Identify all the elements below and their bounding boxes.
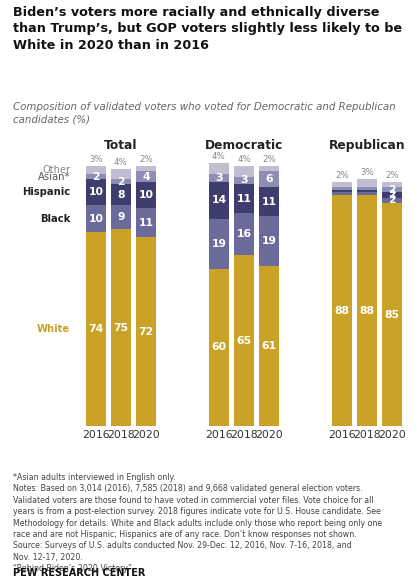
Bar [111, 184, 131, 205]
Text: 11: 11 [139, 218, 153, 227]
Bar [86, 166, 106, 174]
Text: 75: 75 [113, 322, 129, 333]
Text: 10: 10 [88, 213, 103, 224]
Text: Other: Other [42, 165, 70, 175]
Bar [382, 187, 402, 193]
Text: 10: 10 [139, 190, 153, 200]
Text: 74: 74 [88, 324, 103, 334]
Bar [382, 193, 402, 198]
Text: 85: 85 [385, 310, 399, 320]
Bar [332, 187, 352, 190]
Text: 11: 11 [262, 197, 276, 206]
Bar [357, 190, 377, 193]
Text: 4%: 4% [212, 153, 226, 161]
Bar [234, 166, 254, 176]
Bar [259, 187, 279, 216]
Bar [234, 213, 254, 255]
Bar [357, 195, 377, 426]
Text: 2%: 2% [139, 155, 153, 164]
Text: 65: 65 [236, 336, 252, 346]
Bar [357, 179, 377, 187]
Bar [86, 205, 106, 232]
Text: 2%: 2% [385, 171, 399, 180]
Text: 3%: 3% [360, 168, 374, 177]
Text: 4%: 4% [237, 155, 251, 164]
Text: 72: 72 [138, 327, 154, 336]
Bar [332, 195, 352, 426]
Text: Biden’s voters more racially and ethnically diverse
than Trump’s, but GOP voters: Biden’s voters more racially and ethnica… [13, 6, 402, 52]
Text: Total: Total [104, 139, 138, 151]
Bar [136, 166, 156, 171]
Bar [111, 169, 131, 179]
Bar [382, 182, 402, 187]
Text: 2: 2 [388, 190, 396, 200]
Bar [86, 232, 106, 426]
Bar [234, 255, 254, 426]
Text: 3%: 3% [89, 155, 103, 164]
Text: 16: 16 [236, 229, 252, 240]
Bar [357, 187, 377, 190]
Text: Democratic: Democratic [205, 139, 283, 151]
Bar [332, 182, 352, 187]
Bar [209, 174, 229, 182]
Bar [234, 184, 254, 213]
Text: 19: 19 [262, 236, 276, 246]
Bar [86, 179, 106, 205]
Text: 4: 4 [142, 172, 150, 182]
Text: 6: 6 [265, 174, 273, 184]
Bar [259, 216, 279, 266]
Text: Composition of validated voters who voted for Democratic and Republican
candidat: Composition of validated voters who vote… [13, 102, 395, 124]
Bar [234, 176, 254, 184]
Bar [209, 182, 229, 219]
Text: 2: 2 [388, 184, 396, 195]
Text: 10: 10 [88, 187, 103, 197]
Bar [357, 193, 377, 195]
Bar [209, 219, 229, 269]
Bar [332, 190, 352, 193]
Text: 2%: 2% [335, 171, 349, 180]
Bar [136, 237, 156, 426]
Bar [111, 205, 131, 229]
Text: 2%: 2% [262, 155, 276, 164]
Text: Asian*: Asian* [38, 172, 70, 182]
Text: 3: 3 [215, 173, 223, 183]
Bar [382, 203, 402, 426]
Text: 11: 11 [236, 194, 252, 204]
Bar [136, 208, 156, 237]
Bar [111, 229, 131, 426]
Text: 2: 2 [92, 172, 100, 182]
Text: 3: 3 [240, 176, 248, 186]
Text: 2: 2 [117, 177, 125, 187]
Bar [111, 179, 131, 184]
Text: Republican: Republican [329, 139, 405, 151]
Text: Hispanic: Hispanic [22, 187, 70, 197]
Bar [259, 266, 279, 426]
Text: 60: 60 [211, 342, 226, 353]
Bar [209, 164, 229, 174]
Bar [382, 198, 402, 203]
Bar [86, 174, 106, 179]
Bar [259, 171, 279, 187]
Text: 14: 14 [211, 195, 226, 205]
Bar [259, 166, 279, 171]
Text: 88: 88 [360, 306, 375, 316]
Text: 61: 61 [262, 341, 277, 351]
Text: 2: 2 [388, 195, 396, 205]
Text: 9: 9 [117, 212, 125, 222]
Bar [136, 171, 156, 182]
Text: 4%: 4% [114, 158, 128, 166]
Text: White: White [37, 324, 70, 334]
Bar [209, 269, 229, 426]
Text: Black: Black [40, 213, 70, 224]
Bar [332, 193, 352, 195]
Text: 19: 19 [211, 238, 226, 249]
Text: 88: 88 [334, 306, 349, 316]
Bar [136, 182, 156, 208]
Text: PEW RESEARCH CENTER: PEW RESEARCH CENTER [13, 568, 145, 578]
Text: 8: 8 [117, 190, 125, 200]
Text: *Asian adults interviewed in English only.
Notes: Based on 3,014 (2016), 7,585 (: *Asian adults interviewed in English onl… [13, 473, 382, 573]
